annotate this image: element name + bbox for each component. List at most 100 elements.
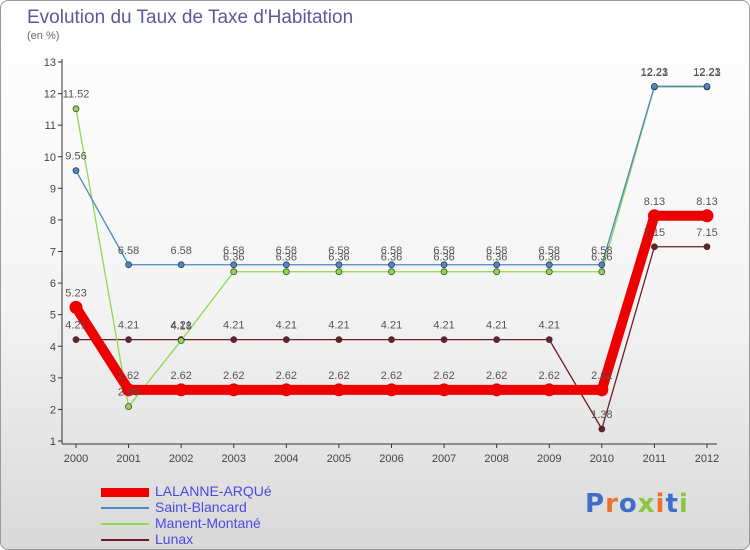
y-tick-label: 11 [45, 120, 56, 132]
logo-letter: t [665, 489, 679, 519]
data-label: 6.58 [486, 245, 507, 257]
data-label: 6.58 [276, 245, 297, 257]
data-point [388, 336, 395, 343]
data-label: 4.21 [65, 320, 86, 332]
x-tick-label: 2001 [116, 453, 140, 465]
series-layer [69, 82, 714, 433]
x-tick-label: 2000 [64, 453, 88, 465]
x-tick-label: 2002 [169, 453, 193, 465]
data-labels-layer: 4.21 4.21 4.21 4.21 4.21 4.21 4.21 4.21 4.21 4.21… [63, 66, 721, 421]
data-point [493, 261, 501, 269]
legend-swatch [101, 523, 149, 525]
data-point [282, 268, 290, 276]
data-point [69, 300, 83, 314]
data-label: 12.23 [641, 66, 669, 78]
data-label: 6.36 [328, 252, 349, 264]
data-point [279, 383, 293, 397]
data-label: 6.36 [486, 252, 507, 264]
data-label: 2.62 [381, 370, 402, 382]
x-tick-label: 2004 [274, 453, 298, 465]
data-point [440, 261, 448, 269]
data-point [703, 243, 711, 251]
data-label: 7.15 [644, 227, 665, 239]
data-label: 12.21 [641, 67, 669, 79]
legend-label: Manent-Montané [155, 515, 261, 531]
data-label: 2.62 [328, 370, 349, 382]
data-point [332, 383, 346, 397]
data-point [177, 337, 185, 344]
y-tick-label: 9 [50, 183, 56, 195]
data-label: 2.62 [170, 370, 191, 382]
data-label: 6.36 [381, 252, 402, 264]
series-line-1 [75, 85, 708, 266]
data-label: 4.21 [328, 320, 349, 332]
data-label: 5.23 [65, 287, 86, 299]
x-tick-label: 2012 [695, 453, 719, 465]
data-point [703, 82, 711, 90]
y-tick-label: 7 [50, 247, 56, 259]
data-point [125, 403, 132, 410]
data-point [598, 425, 606, 433]
data-point [230, 268, 238, 276]
data-label: 6.58 [381, 245, 402, 257]
x-tick-label: 2007 [432, 453, 456, 465]
y-tick-label: 10 [44, 152, 56, 164]
data-label: 4.21 [486, 320, 507, 332]
x-tick-label: 2008 [484, 453, 508, 465]
data-label: 12.21 [693, 67, 721, 79]
x-tick-label: 2006 [379, 453, 403, 465]
data-label: 4.21 [223, 320, 244, 332]
data-label: 11.52 [63, 89, 90, 101]
data-label: 7.15 [696, 227, 717, 239]
data-label: 6.58 [328, 245, 349, 257]
data-label: 4.21 [539, 320, 560, 332]
data-point [437, 383, 451, 397]
data-point [230, 336, 238, 343]
legend-label: Saint-Blancard [155, 499, 247, 515]
data-point [177, 261, 185, 269]
data-label: 6.58 [539, 245, 560, 257]
data-point [647, 209, 661, 223]
data-label: 9.56 [65, 151, 86, 163]
data-point [335, 336, 343, 343]
data-point [122, 383, 136, 397]
data-point [72, 167, 80, 174]
x-tick-label: 2011 [643, 453, 667, 465]
logo-letter: r [605, 489, 619, 519]
data-label: 4.21 [170, 320, 191, 332]
data-point [598, 268, 606, 276]
y-tick-label: 5 [50, 310, 56, 322]
data-point [388, 261, 395, 269]
data-label: 2.62 [276, 370, 297, 382]
data-label: 2.62 [118, 370, 139, 382]
chart-subtitle: (en %) [27, 30, 60, 42]
y-tick-label: 1 [50, 436, 56, 448]
data-label: 4.21 [276, 320, 297, 332]
y-tick-label: 4 [50, 341, 56, 353]
y-tick-label: 12 [44, 89, 56, 101]
data-point [335, 261, 343, 269]
legend-swatch [101, 507, 149, 509]
data-label: 4.21 [433, 320, 454, 332]
logo-letter: i [655, 489, 666, 519]
data-point [700, 209, 714, 223]
logo-letter: P [585, 489, 606, 519]
x-tick-label: 2010 [590, 453, 614, 465]
data-label: 4.18 [170, 321, 191, 333]
y-tick-label: 3 [50, 373, 56, 385]
x-tick-label: 2003 [222, 453, 246, 465]
data-label: 2.09 [118, 387, 139, 399]
data-point [230, 261, 238, 269]
data-point [227, 383, 241, 397]
data-point [545, 268, 553, 276]
data-label: 2.62 [591, 370, 612, 382]
data-label: 6.36 [276, 252, 297, 264]
data-point [282, 336, 290, 343]
data-label: 4.21 [381, 320, 402, 332]
data-point [125, 261, 132, 269]
data-label: 6.36 [539, 252, 560, 264]
legend-label: Lunax [155, 531, 194, 547]
data-point [125, 336, 132, 343]
